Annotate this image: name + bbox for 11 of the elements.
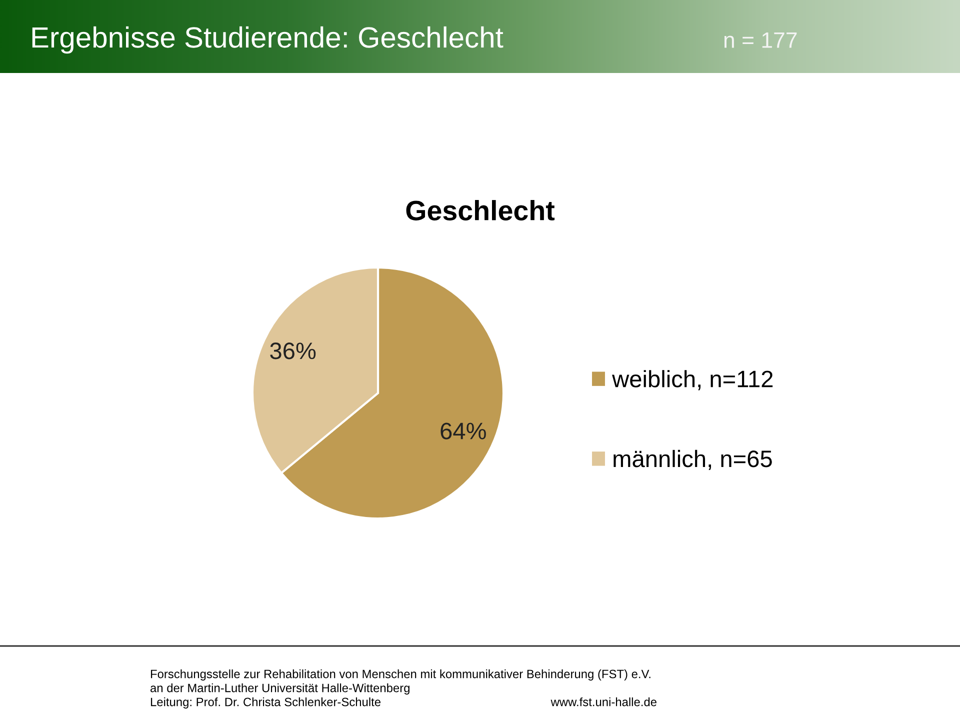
chart-title: Geschlecht — [406, 200, 555, 220]
text: Leitung: Prof. Dr. Christa Schlenker-Schulte — [150, 697, 381, 709]
data-label: 64% — [440, 422, 486, 440]
legend-label: männlich, n=65 — [614, 450, 772, 470]
legend-label: weiblich, n=112 — [612, 370, 773, 390]
text: an der Martin-Luther Universität Halle-Wittenberg — [150, 683, 410, 695]
text: Ergebnisse Studierende: Geschlecht — [32, 26, 504, 54]
text: www.fst.uni-halle.de — [550, 697, 656, 706]
data-label: 36% — [270, 342, 316, 360]
text: n = 177 — [724, 32, 797, 48]
text: Forschungsstelle zur Rehabilitation von Menschen mit kommunikativer Behinderung (FST) e.V. — [150, 669, 650, 681]
